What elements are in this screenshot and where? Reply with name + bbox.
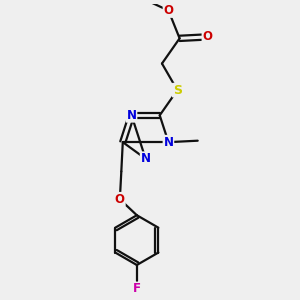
Text: O: O [115,193,125,206]
Text: N: N [141,152,151,165]
Text: N: N [164,136,173,149]
Text: O: O [202,30,212,44]
Text: N: N [127,109,136,122]
Text: O: O [164,4,173,17]
Text: S: S [173,84,182,97]
Text: F: F [133,283,141,296]
